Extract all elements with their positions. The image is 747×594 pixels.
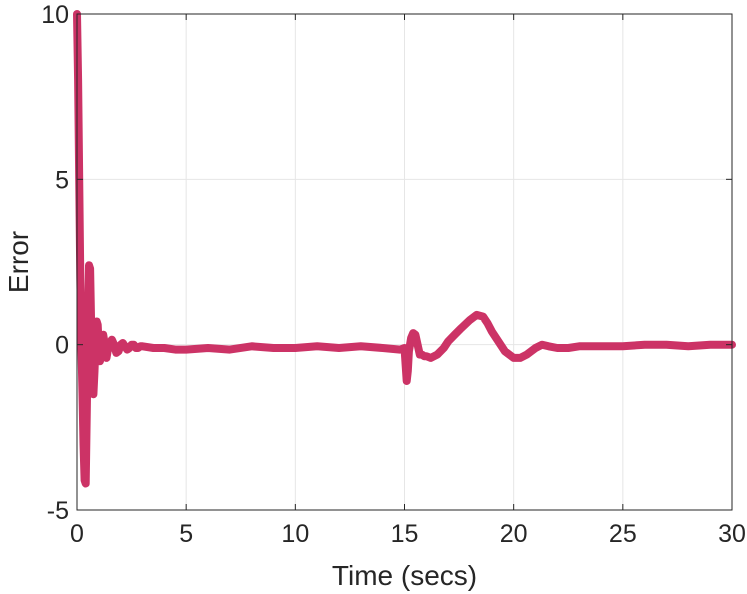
tick-marks [76,13,733,511]
y-tick-label: -5 [47,497,69,525]
x-axis-title: Time (secs) [332,560,477,591]
series-layer [73,10,736,488]
y-axis-title: Error [3,231,34,293]
x-tick-label: 5 [179,520,193,548]
x-tick-label: 30 [718,520,746,548]
x-tick-labels: 0 5 10 15 20 25 30 [70,520,746,548]
x-tick-label: 10 [281,520,309,548]
x-tick-label: 15 [391,520,419,548]
x-tick-label: 20 [500,520,528,548]
series-line-1 [73,10,736,488]
x-tick-label: 0 [70,520,84,548]
y-tick-label: 5 [55,166,69,194]
x-tick-label: 25 [609,520,637,548]
y-tick-label: 10 [41,1,69,29]
y-tick-label: 0 [55,332,69,360]
y-tick-labels: -5 0 5 10 [41,1,69,525]
